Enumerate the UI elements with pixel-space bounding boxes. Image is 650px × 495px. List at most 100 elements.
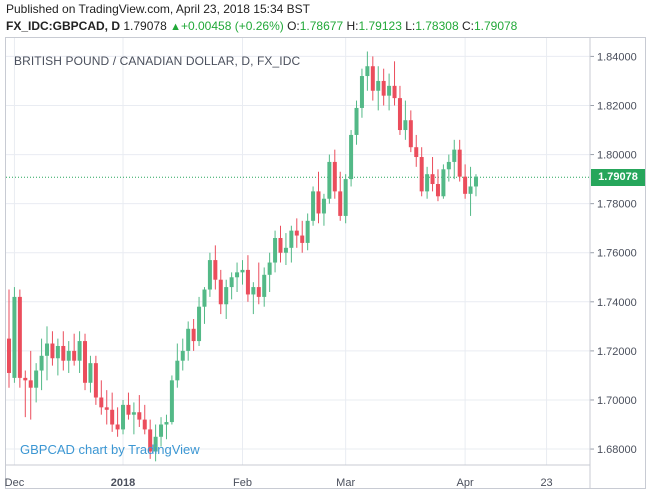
candle-body xyxy=(77,341,82,361)
candle-body xyxy=(202,289,207,307)
candle xyxy=(321,193,326,226)
candle xyxy=(17,289,22,388)
candle xyxy=(137,395,142,427)
candle xyxy=(251,282,256,315)
candle-body xyxy=(180,350,185,361)
candle xyxy=(419,147,424,197)
candle-body xyxy=(435,184,440,197)
candle xyxy=(473,174,478,197)
candle xyxy=(441,164,446,199)
candle xyxy=(104,390,109,425)
candle xyxy=(191,318,196,351)
candle xyxy=(457,139,462,182)
candle xyxy=(148,419,153,459)
candle xyxy=(115,407,120,437)
candle xyxy=(218,269,223,315)
candle-body xyxy=(104,407,109,410)
y-tick-label: 1.68000 xyxy=(597,444,637,456)
candle xyxy=(392,61,397,106)
candle xyxy=(343,174,348,224)
candle-body xyxy=(338,191,343,216)
candle-body xyxy=(88,363,93,383)
low-label: L: xyxy=(405,19,416,33)
candle-body xyxy=(7,338,11,373)
candle-body xyxy=(387,85,392,96)
candle-body xyxy=(381,80,386,96)
candle-body xyxy=(45,343,50,356)
low-value: 1.78308 xyxy=(415,19,459,33)
candle-body xyxy=(425,174,430,192)
candle xyxy=(425,166,430,199)
candle xyxy=(180,338,185,371)
candle xyxy=(34,363,39,403)
candle xyxy=(294,218,299,248)
candle xyxy=(12,287,17,383)
candle-body xyxy=(50,343,55,359)
candle xyxy=(327,154,332,204)
candle-body xyxy=(414,147,419,158)
candle-body xyxy=(463,176,468,194)
candle xyxy=(414,134,419,167)
watermark-link[interactable]: GBPCAD chart by TradingView xyxy=(20,442,200,457)
candle xyxy=(55,338,60,376)
candle-body xyxy=(34,370,39,388)
candle xyxy=(381,68,386,106)
y-axis: 1.84000 1.82000 1.80000 1.78000 1.76000 1.740… xyxy=(589,38,637,489)
candle-body xyxy=(408,120,413,148)
candle-body xyxy=(343,179,348,216)
candle-body xyxy=(110,409,115,425)
y-tick-label: 1.70000 xyxy=(597,395,637,407)
published-note: Published on TradingView.com, April 23, … xyxy=(6,2,310,16)
candle xyxy=(430,157,435,192)
candle xyxy=(370,56,375,101)
candle xyxy=(245,255,250,302)
candle-body xyxy=(213,260,218,280)
candle xyxy=(175,343,180,388)
candle xyxy=(213,245,218,290)
candle xyxy=(121,399,126,435)
candle xyxy=(72,333,77,366)
candle-body xyxy=(131,412,136,415)
candle-body xyxy=(83,341,88,383)
candle-body xyxy=(332,161,337,192)
x-tick-label: Mar xyxy=(336,477,355,489)
candle xyxy=(7,289,11,388)
candle xyxy=(452,139,457,180)
candle xyxy=(207,252,212,297)
candle xyxy=(110,392,115,432)
last-price: 1.79078 xyxy=(123,19,167,33)
price-change: +0.00458 (+0.26%) xyxy=(180,19,284,33)
quote-line: FX_IDC:GBPCAD, D 1.79078 ▲+0.00458 (+0.2… xyxy=(6,19,517,33)
candle-body xyxy=(12,296,17,378)
candle-body xyxy=(419,157,424,192)
candle-body xyxy=(256,287,261,297)
candle-body xyxy=(175,360,180,381)
candle-body xyxy=(327,161,332,199)
candle-body xyxy=(121,404,126,430)
y-tick-label: 1.72000 xyxy=(597,346,637,358)
candle-body xyxy=(229,277,234,288)
candle xyxy=(338,171,343,221)
close-label: C: xyxy=(461,19,474,33)
candle xyxy=(186,321,191,361)
candle-body xyxy=(55,345,60,359)
candle-body xyxy=(267,262,272,275)
candle xyxy=(235,262,240,292)
candle xyxy=(403,100,408,140)
candle-body xyxy=(305,220,310,243)
candle-body xyxy=(99,397,104,408)
y-tick-label: 1.80000 xyxy=(597,150,637,162)
candle-body xyxy=(278,238,283,253)
candle xyxy=(359,68,364,118)
candle-body xyxy=(17,296,22,378)
candle-body xyxy=(430,174,435,185)
candle xyxy=(262,267,267,307)
candle-body xyxy=(262,274,267,297)
candle-body xyxy=(446,161,451,170)
candle xyxy=(169,375,174,425)
candle xyxy=(126,392,131,420)
candle xyxy=(354,100,359,145)
candle xyxy=(39,338,44,391)
candle xyxy=(197,296,202,346)
